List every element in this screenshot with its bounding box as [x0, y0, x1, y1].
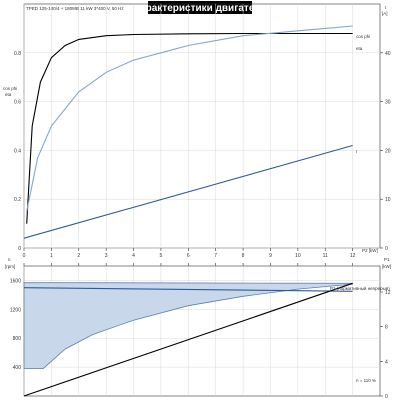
x-tick-label: 5: [160, 253, 163, 259]
series-line-n: [23, 287, 353, 292]
top-right-tick-label: 10: [385, 197, 391, 203]
top-left-unit-2: eta: [5, 92, 12, 97]
speed-tolerance-band: [23, 282, 354, 370]
eta-label: eta: [356, 46, 363, 51]
bottom-right-tick-label: 12: [385, 290, 391, 296]
top-panel-grid: [23, 3, 381, 249]
top-left-tick-label: 0.2: [14, 197, 21, 203]
bottom-right-unit: P1: [384, 257, 390, 262]
x-tick-label: 7: [214, 253, 217, 259]
p1-label: P1 (нормативный непрерыв): [330, 285, 390, 291]
series-line-I: [23, 144, 353, 239]
series-line-eta: [26, 32, 353, 224]
top-left-tick-label: 0.6: [14, 100, 21, 106]
bottom-right-tick-label: 8: [385, 325, 388, 331]
n-tolerance-label: n = 110 %: [356, 378, 376, 383]
x-tick-label: 10: [295, 253, 301, 259]
bottom-right-unit-2: [kW]: [382, 264, 391, 269]
top-right-unit: I: [385, 5, 386, 10]
top-left-unit: cos phi: [3, 86, 17, 91]
x-tick-label: 2: [77, 253, 80, 259]
bottom-right-tick-label: 0: [385, 394, 388, 400]
x-tick-label: 6: [187, 253, 190, 259]
bottom-left-unit-2: [rpm]: [5, 264, 15, 269]
x-tick-label: 8: [242, 253, 245, 259]
chart-marks: [23, 25, 354, 397]
bottom-left-tick-label: 1600: [10, 278, 21, 284]
x-tick-label: 11: [323, 253, 328, 259]
cosphi-label: cos phi: [356, 34, 370, 39]
x-tick-label: 12: [350, 253, 356, 259]
bottom-left-tick-label: 400: [13, 365, 22, 371]
x-tick-label: 4: [132, 253, 135, 259]
bottom-right-tick-label: 4: [385, 359, 388, 365]
top-left-tick-label: 0: [18, 246, 21, 252]
x-tick-label: 1: [50, 253, 53, 259]
x-tick-label: 0: [23, 253, 26, 259]
chart-title: Характеристики двигателя: [133, 3, 266, 14]
chart-ticks: 0 1 2 3 4 5 6 7 8 9 10 11 1200.20.40.60.801020304040…: [10, 51, 391, 400]
top-left-tick-label: 0.4: [14, 148, 21, 154]
top-left-tick-label: 0.8: [14, 51, 21, 57]
series-line-cos-phi: [26, 25, 353, 212]
x-axis-unit: P2 [kW]: [362, 248, 378, 253]
chart-subtitle: TPED 125-180/4 + 180MB 11 kW 3*400 V, 50…: [26, 6, 124, 11]
series-line-P1: [23, 282, 353, 397]
top-right-tick-label: 0: [385, 246, 388, 252]
current-label: I: [356, 149, 357, 154]
top-right-tick-label: 20: [385, 148, 391, 154]
top-right-tick-label: 40: [385, 51, 391, 57]
bottom-left-tick-label: 1200: [10, 307, 21, 313]
x-tick-label: 3: [105, 253, 108, 259]
bottom-left-unit: n: [8, 257, 11, 262]
bottom-left-tick-label: 800: [13, 336, 22, 342]
top-right-unit-2: [A]: [382, 11, 388, 16]
x-tick-label: 9: [269, 253, 272, 259]
top-right-tick-label: 30: [385, 100, 391, 106]
